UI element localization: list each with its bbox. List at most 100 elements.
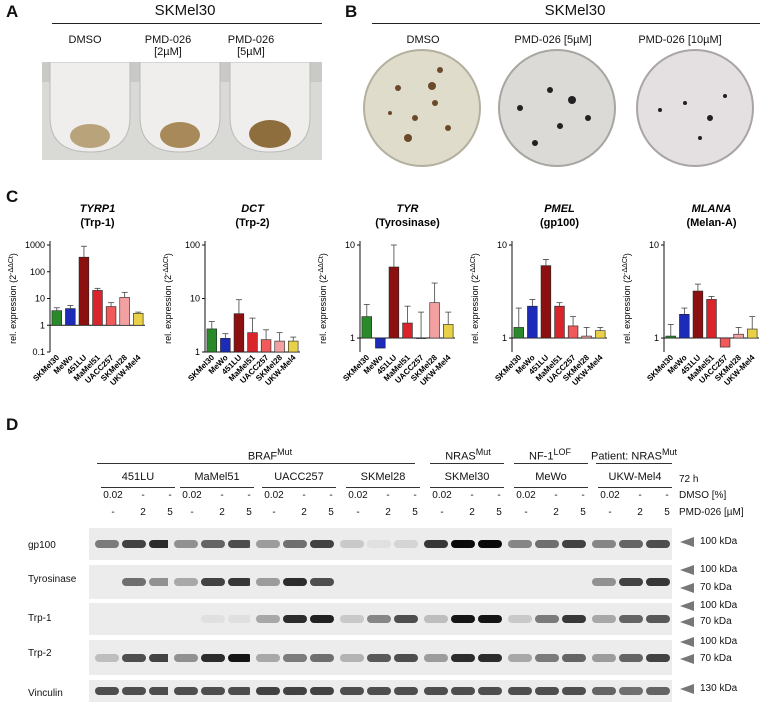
cell-line-rule: [180, 487, 254, 488]
blot-band: [340, 615, 364, 623]
pmd-value: 2: [301, 507, 307, 518]
panel-b-title-rule: [372, 23, 760, 24]
chart-bar: [513, 327, 524, 339]
blot-band: [424, 540, 448, 548]
dmso-value: 0.02: [103, 490, 123, 501]
blot-tyrosinase: [502, 565, 588, 599]
blot-tyrosinase: [250, 565, 336, 599]
chart-bar: [78, 256, 90, 326]
chart-bar: [747, 328, 758, 339]
panel-a-label: A: [6, 2, 19, 21]
chart-tick-label: 1: [195, 347, 200, 357]
tube-photo: [42, 62, 322, 160]
blot-band: [535, 540, 559, 548]
dmso-value: 0.02: [432, 490, 452, 501]
panel-b-title: SKMel30: [544, 2, 606, 19]
blot-band: [256, 578, 280, 586]
blot-band: [451, 654, 475, 662]
blot-band: [310, 578, 334, 586]
blot-trp2: [502, 640, 588, 675]
blot-band: [95, 654, 119, 662]
dmso-value: -: [247, 490, 251, 501]
dmso-value: -: [470, 490, 474, 501]
tube-2: [139, 62, 221, 153]
blot-band: [424, 654, 448, 662]
chart-bar: [429, 302, 440, 339]
blot-trp2: [250, 640, 336, 675]
plate-2-label: PMD-026 [5µM]: [514, 34, 592, 46]
marker-tyr-100: 100 kDa: [700, 564, 738, 575]
blot-band: [619, 578, 643, 586]
chart-tick-label: 1: [40, 320, 45, 330]
blot-band: [478, 615, 502, 623]
blot-band: [340, 654, 364, 662]
blot-band: [367, 615, 391, 623]
chart-tick-label: 0.1: [32, 347, 45, 357]
protein-tyrosinase: Tyrosinase: [28, 574, 77, 585]
marker-tyr-70: 70 kDa: [700, 582, 732, 593]
dmso-value: -: [413, 490, 417, 501]
blot-trp1: [89, 603, 175, 635]
blot-band: [619, 654, 643, 662]
dmso-value: -: [141, 490, 145, 501]
blot-band: [646, 578, 670, 586]
chart-tick-label: 100: [30, 267, 45, 277]
blot-band: [367, 687, 391, 695]
cell-line-label: UACC257: [274, 471, 324, 483]
cell-line-rule: [262, 487, 336, 488]
pmd-value: -: [524, 507, 528, 518]
blot-trp1: [418, 603, 504, 635]
pmd-value: 5: [664, 507, 670, 518]
chart-bar: [133, 312, 144, 326]
chart-tick-label: 10: [497, 240, 507, 250]
pmd-value: 2: [385, 507, 391, 518]
dmso-value: 0.02: [516, 490, 536, 501]
blot-band: [256, 540, 280, 548]
chart-bar: [247, 332, 258, 353]
group-nf1: NF-1LOF: [529, 447, 571, 463]
chart-y-label: rel. expression (2-ΔΔCt): [318, 253, 329, 344]
blot-band: [646, 540, 670, 548]
blot-band: [310, 540, 334, 548]
blot-band: [174, 654, 198, 662]
chart-tick-label: 100: [185, 240, 200, 250]
blot-band: [367, 540, 391, 548]
chart-tick-label: 1: [502, 333, 507, 343]
blot-band: [592, 540, 616, 548]
pmd-value: 5: [246, 507, 252, 518]
dmso-row-label: DMSO [%]: [679, 490, 727, 501]
chart-bar: [375, 337, 386, 349]
blot-band: [619, 540, 643, 548]
protein-trp1: Trp-1: [28, 613, 52, 624]
chart-bar: [388, 266, 400, 339]
blot-band: [535, 654, 559, 662]
chart-bar: [719, 337, 731, 348]
dmso-value: -: [386, 490, 390, 501]
blot-band: [424, 687, 448, 695]
blot-band: [95, 540, 119, 548]
blot-band: [592, 615, 616, 623]
chart-tick-label: 10: [190, 294, 200, 304]
blot-trp1: [250, 603, 336, 635]
dmso-value: 0.02: [600, 490, 620, 501]
group-nf1-rule: [514, 463, 588, 464]
chart-bar: [402, 322, 413, 339]
blot-band: [619, 615, 643, 623]
protein-vinculin: Vinculin: [28, 688, 63, 699]
blot-band: [310, 615, 334, 623]
panel-a-title: SKMel30: [154, 2, 216, 19]
blot-gp100: [586, 528, 672, 560]
group-braf-rule: [97, 463, 415, 464]
blot-band: [592, 578, 616, 586]
chart-bar: [665, 335, 676, 339]
chart-bar: [679, 313, 690, 339]
blot-gp100: [168, 528, 254, 560]
blot-band: [394, 615, 418, 623]
cell-line-rule: [598, 487, 672, 488]
blot-band: [451, 687, 475, 695]
chart-bar: [119, 297, 130, 326]
blot-band: [508, 615, 532, 623]
blot-vinculin: [586, 680, 672, 702]
dmso-value: -: [220, 490, 224, 501]
tube-2-label: PMD-026 [2µM]: [144, 34, 192, 58]
